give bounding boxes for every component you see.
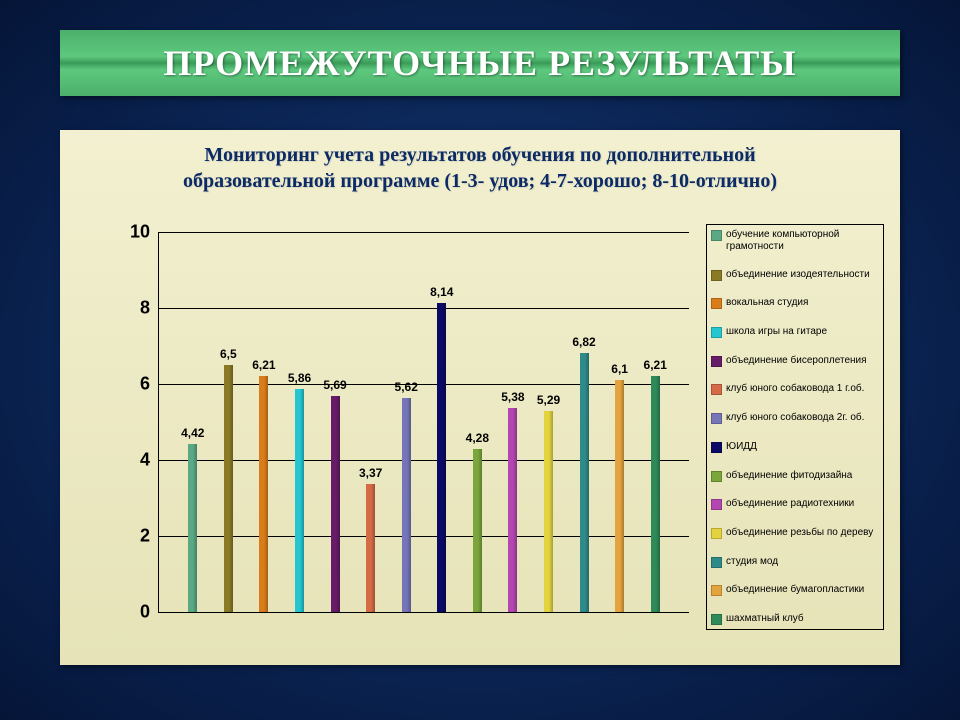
bar-value-label: 5,69: [315, 378, 355, 392]
legend-swatch: [711, 298, 722, 309]
legend-item: вокальная студия: [711, 297, 879, 309]
bar-value-label: 6,1: [600, 362, 640, 376]
bar: [651, 376, 660, 612]
legend-label: объединение резьбы по дереву: [726, 527, 879, 539]
bar-value-label: 4,42: [173, 426, 213, 440]
content-panel: Мониторинг учета результатов обучения по…: [60, 130, 900, 665]
bar: [508, 408, 517, 612]
bar-value-label: 5,29: [529, 393, 569, 407]
legend-swatch: [711, 528, 722, 539]
bar-value-label: 6,21: [635, 358, 675, 372]
grid-line: [159, 232, 689, 233]
legend-label: объединение изодеятельности: [726, 269, 879, 281]
bar: [366, 484, 375, 612]
chart: 4,426,56,215,865,693,375,628,144,285,385…: [110, 222, 700, 632]
legend-swatch: [711, 471, 722, 482]
bar-value-label: 3,37: [351, 466, 391, 480]
legend-item: студия мод: [711, 556, 879, 568]
legend-swatch: [711, 585, 722, 596]
bar-value-label: 4,28: [457, 431, 497, 445]
bar-value-label: 6,82: [564, 335, 604, 349]
y-tick-label: 10: [110, 222, 150, 243]
legend-label: школа игры на гитаре: [726, 326, 879, 338]
legend-item: шахматный клуб: [711, 613, 879, 625]
legend-label: клуб юного собаковода 2г. об.: [726, 412, 879, 424]
legend-label: шахматный клуб: [726, 613, 879, 625]
legend-swatch: [711, 557, 722, 568]
bar: [188, 444, 197, 612]
y-tick-label: 8: [110, 298, 150, 319]
legend-item: клуб юного собаковода 1 г.об.: [711, 383, 879, 395]
legend-label: ЮИДД: [726, 441, 879, 453]
legend-label: объединение фитодизайна: [726, 470, 879, 482]
bar: [580, 353, 589, 612]
slide-title: ПРОМЕЖУТОЧНЫЕ РЕЗУЛЬТАТЫ: [163, 42, 796, 84]
bar: [259, 376, 268, 612]
legend-item: обучение компьюторной грамотности: [711, 229, 879, 252]
legend-swatch: [711, 230, 722, 241]
y-tick-label: 4: [110, 450, 150, 471]
legend-swatch: [711, 442, 722, 453]
title-bar: ПРОМЕЖУТОЧНЫЕ РЕЗУЛЬТАТЫ: [60, 30, 900, 96]
legend-swatch: [711, 384, 722, 395]
bar-value-label: 6,21: [244, 358, 284, 372]
legend-label: обучение компьюторной грамотности: [726, 229, 879, 252]
bar: [615, 380, 624, 612]
legend-item: объединение радиотехники: [711, 498, 879, 510]
subtitle-line-1: Мониторинг учета результатов обучения по…: [204, 144, 755, 166]
bar-value-label: 5,38: [493, 390, 533, 404]
y-tick-label: 0: [110, 602, 150, 623]
legend-swatch: [711, 327, 722, 338]
bar-value-label: 5,62: [386, 380, 426, 394]
subtitle: Мониторинг учета результатов обучения по…: [60, 130, 900, 194]
legend-item: объединение бисероплетения: [711, 355, 879, 367]
legend-item: объединение фитодизайна: [711, 470, 879, 482]
legend-label: клуб юного собаковода 1 г.об.: [726, 383, 879, 395]
grid-line: [159, 536, 689, 537]
legend-item: объединение резьбы по дереву: [711, 527, 879, 539]
legend-swatch: [711, 614, 722, 625]
legend-label: объединение бумагопластики: [726, 584, 879, 596]
legend-swatch: [711, 499, 722, 510]
bar: [224, 365, 233, 612]
bar: [402, 398, 411, 612]
legend-label: студия мод: [726, 556, 879, 568]
bar: [473, 449, 482, 612]
bar: [295, 389, 304, 612]
legend-swatch: [711, 356, 722, 367]
legend-item: школа игры на гитаре: [711, 326, 879, 338]
legend-label: объединение радиотехники: [726, 498, 879, 510]
legend-label: вокальная студия: [726, 297, 879, 309]
legend-label: объединение бисероплетения: [726, 355, 879, 367]
legend-item: объединение бумагопластики: [711, 584, 879, 596]
bar-value-label: 8,14: [422, 285, 462, 299]
y-tick-label: 6: [110, 374, 150, 395]
slide: ПРОМЕЖУТОЧНЫЕ РЕЗУЛЬТАТЫ Мониторинг учет…: [0, 0, 960, 720]
legend-item: ЮИДД: [711, 441, 879, 453]
grid-line: [159, 460, 689, 461]
bar: [544, 411, 553, 612]
legend-item: объединение изодеятельности: [711, 269, 879, 281]
bar: [331, 396, 340, 612]
legend: обучение компьюторной грамотности объедин…: [706, 224, 884, 630]
grid-line: [159, 308, 689, 309]
bar: [437, 303, 446, 612]
legend-swatch: [711, 270, 722, 281]
grid-line: [159, 612, 689, 613]
plot-area: 4,426,56,215,865,693,375,628,144,285,385…: [158, 232, 689, 613]
y-tick-label: 2: [110, 526, 150, 547]
legend-swatch: [711, 413, 722, 424]
subtitle-line-2: образовательной программе (1-3- удов; 4-…: [183, 170, 777, 192]
bar-value-label: 5,86: [280, 371, 320, 385]
legend-item: клуб юного собаковода 2г. об.: [711, 412, 879, 424]
bar-value-label: 6,5: [208, 347, 248, 361]
